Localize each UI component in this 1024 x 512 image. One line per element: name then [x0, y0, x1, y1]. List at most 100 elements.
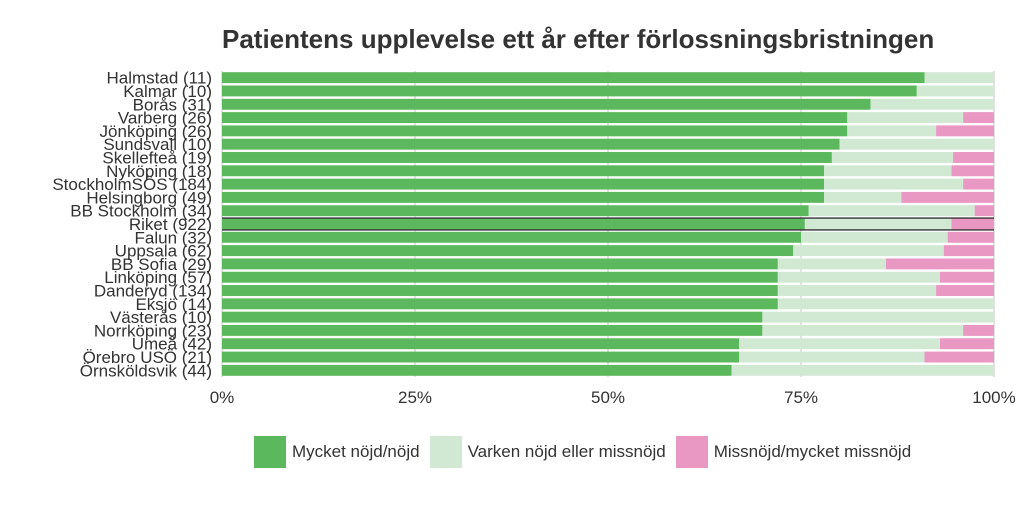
category-label: Västerås (10) — [110, 308, 212, 327]
category-label: Örebro USÖ (21) — [83, 348, 212, 367]
category-label: Kalmar (10) — [123, 82, 212, 101]
bar-segment — [731, 364, 994, 376]
category-label: Jönköping (26) — [100, 122, 212, 141]
bar-segment — [924, 351, 994, 363]
bar-segment — [793, 245, 944, 257]
category-label: Nyköping (18) — [106, 162, 212, 181]
x-tick-label: 75% — [784, 388, 818, 407]
bar-segment — [222, 298, 778, 310]
category-label: Danderyd (134) — [94, 282, 212, 301]
bar-segment — [916, 85, 994, 97]
bar-segment — [936, 125, 994, 137]
bar-segment — [801, 231, 948, 243]
bar-segment — [739, 351, 925, 363]
legend-swatch-satisfied — [254, 436, 286, 468]
bar-segment — [924, 72, 994, 84]
bar-segment — [824, 191, 902, 203]
category-label: Örnsköldsvik (44) — [80, 361, 212, 380]
bar-segment — [839, 138, 994, 150]
category-label: BB Stockholm (34) — [70, 202, 212, 221]
bar-segment — [222, 112, 848, 124]
bar-segment — [762, 311, 994, 323]
legend-item-satisfied: Mycket nöjd/nöjd — [254, 436, 420, 468]
bar-segment — [222, 245, 794, 257]
category-label: Eksjö (14) — [135, 295, 212, 314]
bar-segment — [777, 258, 886, 270]
bar-segment — [222, 324, 763, 336]
bar-segment — [222, 258, 778, 270]
bar-segment — [963, 324, 994, 336]
bar-segment — [936, 285, 994, 296]
category-label: Helsingborg (49) — [86, 188, 212, 207]
bar-segment — [947, 231, 994, 243]
bar-segment — [222, 364, 732, 376]
bar-segment — [222, 138, 840, 150]
category-label: Falun (32) — [135, 228, 212, 247]
bar-segment — [222, 191, 825, 203]
bar-segment — [222, 351, 740, 363]
bar-segment — [951, 218, 994, 230]
category-label: StockholmSÖS (184) — [52, 175, 212, 194]
legend-item-neutral: Varken nöjd eller missnöjd — [429, 436, 666, 468]
x-tick-label: 0% — [210, 388, 235, 407]
bar-segment — [951, 165, 994, 177]
bar-segment — [963, 178, 994, 190]
bar-segment — [222, 205, 809, 217]
chart-title: Patientens upplevelse ett år efter förlo… — [222, 24, 935, 54]
x-tick-label: 25% — [398, 388, 432, 407]
bar-segment — [939, 338, 994, 350]
x-tick-label: 50% — [591, 388, 625, 407]
category-label: Uppsala (62) — [115, 242, 212, 261]
bars — [222, 72, 994, 376]
bar-segment — [974, 205, 994, 217]
category-label: Borås (31) — [133, 95, 212, 114]
bar-segment — [222, 231, 801, 243]
bar-segment — [739, 338, 940, 350]
category-label: Halmstad (11) — [107, 69, 213, 88]
bar-segment — [831, 152, 954, 163]
legend-label-dissatisfied: Missnöjd/mycket missnöjd — [713, 442, 912, 461]
bar-segment — [762, 324, 964, 336]
category-label: Linköping (57) — [104, 268, 212, 287]
bar-segment — [824, 178, 964, 190]
x-axis-ticks: 0% 25% 50% 75% 100% — [210, 388, 1016, 407]
bar-segment — [222, 152, 832, 163]
bar-segment — [222, 271, 778, 283]
legend-label-neutral: Varken nöjd eller missnöjd — [467, 442, 666, 461]
category-label: Sundsvall (10) — [103, 135, 212, 154]
legend: Mycket nöjd/nöjd Varken nöjd eller missn… — [254, 436, 921, 468]
bar-segment — [808, 205, 975, 217]
bar-segment — [939, 271, 994, 283]
bar-segment — [222, 98, 871, 110]
bar-segment — [824, 165, 952, 177]
bar-segment — [777, 285, 937, 296]
bar-segment — [847, 112, 964, 124]
bar-segment — [222, 218, 805, 230]
bar-segment — [222, 85, 917, 97]
category-label: Norrköping (23) — [94, 321, 212, 340]
bar-segment — [222, 338, 740, 350]
category-label: Skellefteå (19) — [102, 148, 212, 167]
category-label: Riket (922) — [129, 215, 212, 234]
category-label: BB Sofia (29) — [111, 255, 212, 274]
bar-segment — [901, 191, 994, 203]
bar-segment — [943, 245, 994, 257]
legend-swatch-dissatisfied — [675, 436, 708, 468]
bar-segment — [222, 285, 778, 296]
bar-segment — [222, 72, 925, 84]
bar-segment — [953, 152, 994, 163]
bar-segment — [222, 178, 825, 190]
x-tick-label: 100% — [972, 388, 1015, 407]
bar-segment — [222, 165, 825, 177]
bar-segment — [777, 298, 994, 310]
category-label: Umeå (42) — [132, 335, 212, 354]
bar-segment — [870, 98, 994, 110]
bar-segment — [222, 125, 848, 137]
bar-segment — [847, 125, 937, 137]
bar-segment — [885, 258, 994, 270]
legend-item-dissatisfied: Missnöjd/mycket missnöjd — [675, 436, 912, 468]
category-label: Varberg (26) — [118, 109, 212, 128]
bar-segment — [804, 218, 952, 230]
legend-swatch-neutral — [429, 436, 462, 468]
